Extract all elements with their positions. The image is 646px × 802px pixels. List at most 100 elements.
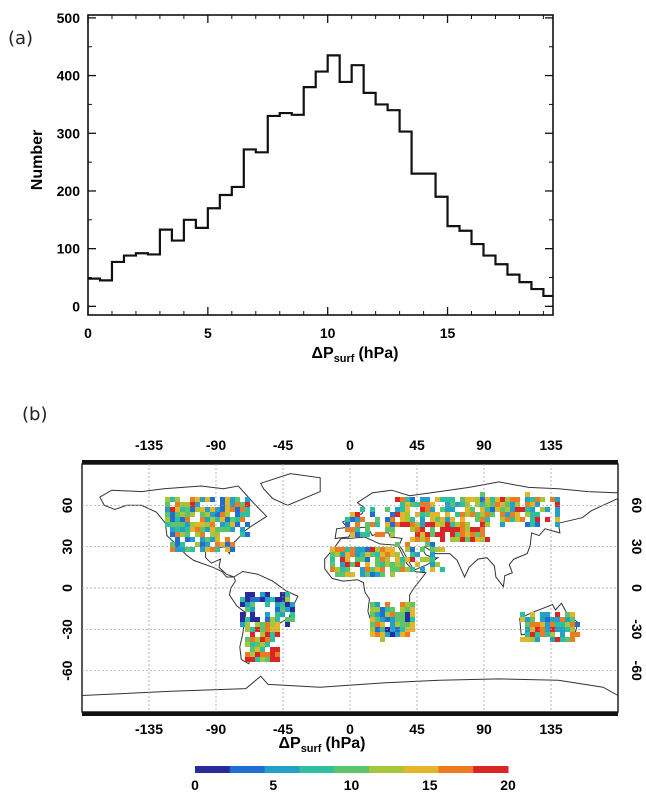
data-cell bbox=[370, 572, 375, 577]
data-cell bbox=[480, 507, 485, 512]
data-cell bbox=[410, 527, 415, 532]
data-cell bbox=[525, 492, 530, 497]
data-cell bbox=[420, 512, 425, 517]
data-cell bbox=[185, 522, 190, 527]
data-cell bbox=[190, 497, 195, 502]
data-cell bbox=[395, 622, 400, 627]
data-cell bbox=[385, 557, 390, 562]
histogram-step-line bbox=[88, 54, 553, 298]
data-cell bbox=[185, 537, 190, 542]
data-cell bbox=[465, 507, 470, 512]
data-cell bbox=[330, 552, 335, 557]
data-cell bbox=[170, 542, 175, 547]
data-cell bbox=[505, 507, 510, 512]
data-cell bbox=[240, 507, 245, 512]
data-cell bbox=[405, 557, 410, 562]
data-cell bbox=[365, 567, 370, 572]
data-cell bbox=[425, 557, 430, 562]
data-cell bbox=[555, 522, 560, 527]
data-cell bbox=[430, 562, 435, 567]
data-cell bbox=[220, 512, 225, 517]
data-cell bbox=[245, 497, 250, 502]
data-cell bbox=[200, 517, 205, 522]
data-cell bbox=[555, 502, 560, 507]
data-cell bbox=[210, 532, 215, 537]
data-cell bbox=[430, 532, 435, 537]
data-cell bbox=[395, 507, 400, 512]
data-cell bbox=[365, 522, 370, 527]
data-cell bbox=[250, 637, 255, 642]
data-cell bbox=[265, 642, 270, 647]
data-cell bbox=[400, 557, 405, 562]
data-cell bbox=[225, 507, 230, 512]
data-cell bbox=[550, 632, 555, 637]
data-cell bbox=[445, 512, 450, 517]
data-cell bbox=[240, 612, 245, 617]
data-cell bbox=[395, 557, 400, 562]
data-cell bbox=[180, 502, 185, 507]
data-cell bbox=[230, 507, 235, 512]
data-cell bbox=[240, 617, 245, 622]
lon-tick-label-bottom: 90 bbox=[476, 721, 492, 737]
data-cell bbox=[405, 567, 410, 572]
data-cell bbox=[480, 527, 485, 532]
data-cell bbox=[175, 512, 180, 517]
data-cell bbox=[185, 507, 190, 512]
data-cell bbox=[380, 532, 385, 537]
data-cell bbox=[375, 517, 380, 522]
data-cell bbox=[390, 612, 395, 617]
data-cell bbox=[255, 647, 260, 652]
data-cell bbox=[220, 522, 225, 527]
data-cell bbox=[395, 542, 400, 547]
data-cell bbox=[455, 512, 460, 517]
data-cell bbox=[420, 502, 425, 507]
data-cell bbox=[540, 622, 545, 627]
data-cell bbox=[220, 527, 225, 532]
data-cell bbox=[265, 652, 270, 657]
data-cell bbox=[385, 562, 390, 567]
data-cell bbox=[230, 517, 235, 522]
data-cell bbox=[370, 567, 375, 572]
data-cell bbox=[340, 567, 345, 572]
data-cell bbox=[510, 497, 515, 502]
data-cell bbox=[435, 547, 440, 552]
lat-tick-label-right: -30 bbox=[629, 619, 645, 639]
data-cell bbox=[475, 527, 480, 532]
y-tick-label: 500 bbox=[57, 10, 81, 26]
data-cell bbox=[440, 507, 445, 512]
data-cell bbox=[485, 517, 490, 522]
data-cell bbox=[285, 597, 290, 602]
data-cell bbox=[455, 532, 460, 537]
data-cell bbox=[250, 597, 255, 602]
data-cell bbox=[200, 512, 205, 517]
data-cell bbox=[440, 547, 445, 552]
data-cell bbox=[175, 532, 180, 537]
data-cell bbox=[175, 497, 180, 502]
data-cell bbox=[275, 622, 280, 627]
data-cell bbox=[560, 637, 565, 642]
data-cell bbox=[450, 522, 455, 527]
data-cell bbox=[405, 612, 410, 617]
data-cell bbox=[235, 522, 240, 527]
data-cell bbox=[180, 527, 185, 532]
data-cell bbox=[465, 537, 470, 542]
data-cell bbox=[365, 557, 370, 562]
data-cell bbox=[340, 552, 345, 557]
data-cell bbox=[440, 522, 445, 527]
data-cell bbox=[190, 547, 195, 552]
data-cell bbox=[500, 517, 505, 522]
data-cell bbox=[375, 522, 380, 527]
data-cell bbox=[255, 637, 260, 642]
data-cell bbox=[430, 512, 435, 517]
data-cell bbox=[500, 502, 505, 507]
data-cell bbox=[475, 502, 480, 507]
data-cell bbox=[370, 602, 375, 607]
data-cell bbox=[215, 517, 220, 522]
data-cell bbox=[290, 602, 295, 607]
data-cell bbox=[215, 542, 220, 547]
data-cell bbox=[390, 572, 395, 577]
x-axis-label: ΔPsurf (hPa) bbox=[312, 345, 399, 365]
data-cell bbox=[270, 622, 275, 627]
data-cell bbox=[345, 527, 350, 532]
data-cell bbox=[535, 622, 540, 627]
